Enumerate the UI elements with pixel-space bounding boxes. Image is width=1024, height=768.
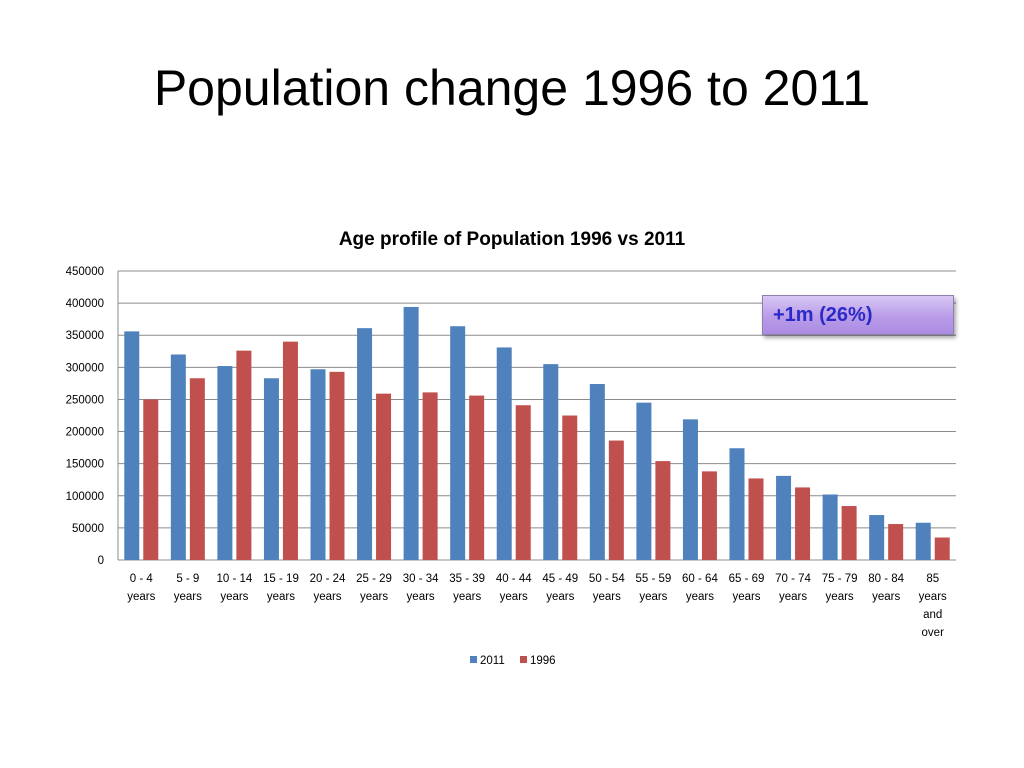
x-tick-label: 10 - 14: [216, 573, 252, 585]
bar-2011-7: [450, 326, 466, 560]
bar-1996-5: [376, 393, 392, 560]
x-tick-label: 40 - 44: [496, 573, 532, 585]
y-tick-label: 450000: [66, 266, 104, 278]
slide-title: Population change 1996 to 2011: [153, 60, 871, 116]
bar-2011-14: [776, 475, 792, 560]
bar-2011-16: [869, 515, 885, 560]
x-tick-label: 80 - 84: [868, 573, 904, 585]
x-tick-label: years: [546, 591, 574, 603]
y-tick-label: 400000: [66, 298, 104, 310]
x-tick-label: over: [922, 627, 945, 639]
bar-2011-8: [496, 347, 512, 560]
bar-1996-15: [841, 506, 857, 560]
x-tick-label: years: [174, 591, 202, 603]
x-tick-label: 0 - 4: [130, 573, 154, 585]
bar-1996-11: [655, 461, 671, 560]
bar-1996-1: [189, 378, 205, 560]
x-tick-label: years: [872, 591, 900, 603]
gridlines: [117, 270, 956, 561]
bar-1996-8: [515, 405, 531, 560]
x-tick-label: years: [220, 591, 248, 603]
x-tick-label: 5 - 9: [176, 573, 199, 585]
x-tick-label: years: [453, 591, 481, 603]
x-tick-label: years: [127, 591, 155, 603]
bar-1996-9: [562, 415, 578, 560]
bar-1996-14: [795, 487, 811, 560]
x-tick-label: years: [407, 591, 435, 603]
change-callout: +1m (26%): [762, 295, 954, 335]
y-tick-label: 50000: [72, 523, 104, 535]
y-tick-label: 0: [98, 555, 104, 567]
y-tick-label: 150000: [66, 459, 104, 471]
x-tick-label: 30 - 34: [403, 573, 439, 585]
bar-2011-13: [729, 448, 745, 560]
bar-2011-2: [217, 366, 233, 560]
x-tick-label: years: [686, 591, 714, 603]
x-tick-label: years: [639, 591, 667, 603]
y-tick-label: 200000: [66, 427, 104, 439]
x-tick-label: 70 - 74: [775, 573, 811, 585]
bar-1996-10: [608, 440, 624, 560]
bar-1996-12: [701, 471, 717, 560]
bar-2011-12: [682, 419, 698, 560]
x-tick-label: years: [779, 591, 807, 603]
bar-1996-13: [748, 478, 764, 560]
bar-1996-4: [329, 371, 345, 560]
x-tick-label: 25 - 29: [356, 573, 392, 585]
legend-label-1996: 1996: [530, 655, 556, 667]
legend-swatch-1996: [520, 656, 527, 663]
bar-1996-2: [236, 350, 252, 560]
x-tick-label: years: [732, 591, 760, 603]
bar-2011-6: [403, 306, 419, 560]
x-tick-label: years: [593, 591, 621, 603]
legend-swatch-2011: [470, 656, 477, 663]
bar-2011-17: [915, 522, 931, 560]
x-tick-label: years: [267, 591, 295, 603]
x-tick-label: years: [500, 591, 528, 603]
x-axis-ticks: 0 - 4 years 5 - 9 years 10 - 14 years 15 - 19 y…: [127, 573, 947, 639]
chart-title: Age profile of Population 1996 vs 2011: [339, 229, 686, 250]
y-tick-label: 350000: [66, 330, 104, 342]
x-tick-label: years: [360, 591, 388, 603]
x-tick-label: 45 - 49: [542, 573, 578, 585]
bars: [124, 306, 950, 560]
x-tick-label: 50 - 54: [589, 573, 625, 585]
y-tick-label: 100000: [66, 491, 104, 503]
bar-1996-0: [143, 399, 159, 560]
legend-label-2011: 2011: [480, 655, 505, 667]
x-tick-label: 75 - 79: [822, 573, 858, 585]
x-tick-label: 55 - 59: [635, 573, 671, 585]
x-tick-label: years: [826, 591, 854, 603]
y-tick-label: 250000: [66, 394, 104, 406]
legend: 2011 1996: [470, 655, 556, 667]
bar-1996-16: [888, 524, 904, 560]
x-tick-label: 15 - 19: [263, 573, 299, 585]
x-tick-label: 60 - 64: [682, 573, 718, 585]
bar-1996-6: [422, 392, 438, 560]
bar-2011-1: [170, 354, 186, 560]
x-tick-label: 20 - 24: [310, 573, 346, 585]
bar-1996-17: [934, 537, 950, 560]
x-tick-label: 85: [926, 573, 939, 585]
bar-1996-3: [282, 341, 298, 560]
y-tick-label: 300000: [66, 362, 104, 374]
bar-2011-3: [263, 378, 279, 560]
x-tick-label: years: [919, 591, 947, 603]
x-tick-label: 35 - 39: [449, 573, 485, 585]
bar-2011-10: [589, 384, 605, 560]
bar-1996-7: [469, 395, 485, 560]
y-axis-ticks: 0 50000 100000 150000 200000 250000 300000 3500…: [66, 266, 104, 567]
x-tick-label: 65 - 69: [729, 573, 765, 585]
bar-2011-11: [636, 402, 652, 560]
bar-2011-5: [357, 328, 373, 560]
x-tick-label: years: [313, 591, 341, 603]
x-tick-label: and: [923, 609, 942, 621]
bar-2011-9: [543, 364, 559, 560]
bar-2011-4: [310, 369, 326, 560]
bar-2011-0: [124, 331, 140, 560]
bar-2011-15: [822, 494, 838, 560]
